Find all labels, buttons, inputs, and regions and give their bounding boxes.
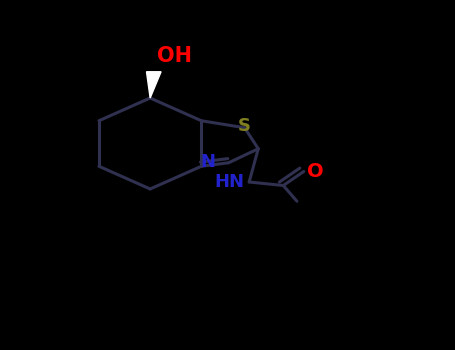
Text: N: N [200, 153, 215, 171]
Polygon shape [147, 72, 161, 98]
Text: HN: HN [215, 173, 245, 191]
Text: S: S [238, 117, 251, 135]
Text: O: O [308, 162, 324, 181]
Text: OH: OH [157, 47, 192, 66]
